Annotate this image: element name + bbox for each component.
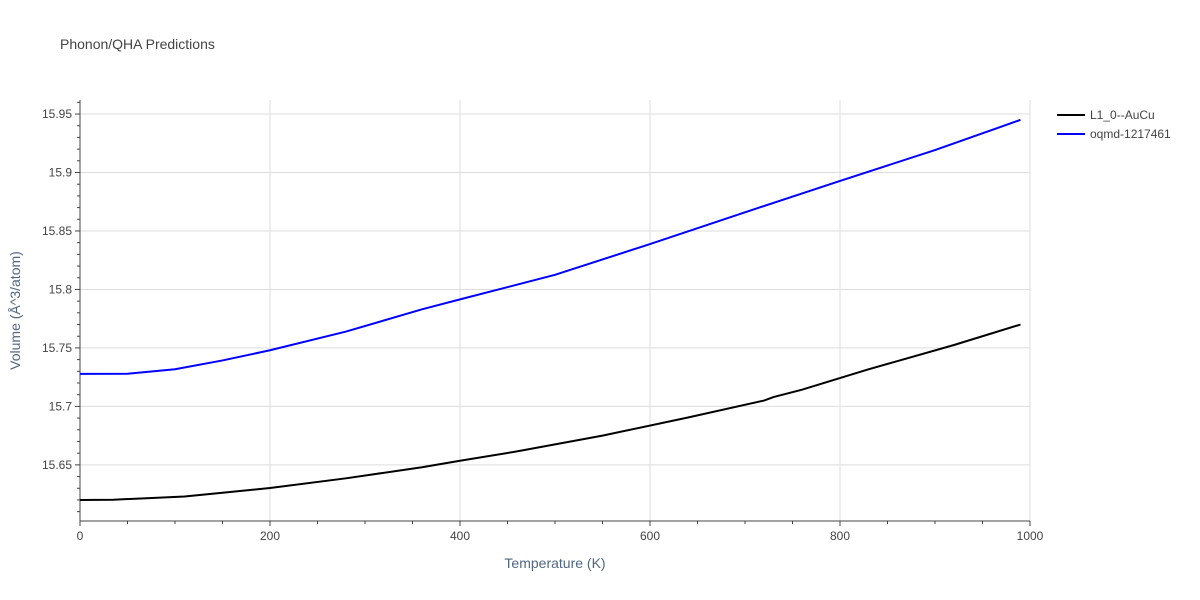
x-tick-label: 0 (77, 529, 84, 543)
y-tick-label: 15.75 (42, 341, 72, 355)
y-tick-label: 15.7 (49, 399, 73, 413)
x-axis-title: Temperature (K) (504, 555, 605, 571)
x-tick-label: 400 (450, 529, 470, 543)
y-tick-label: 15.65 (42, 458, 72, 472)
grid (80, 100, 1031, 521)
y-tick-label: 15.9 (49, 166, 73, 180)
chart-title: Phonon/QHA Predictions (60, 36, 215, 52)
series-line-2[interactable] (79, 118, 1021, 375)
y-tick-label: 15.95 (42, 107, 72, 121)
y-tick-label: 15.8 (49, 282, 73, 296)
axes: 0 200 400 600 800 1000 15.65 15.7 15.75 15.8 15.85… (42, 100, 1044, 543)
y-axis-title: Volume (Å^3/atom) (7, 251, 23, 370)
series-lines (79, 118, 1021, 501)
x-tick-label: 800 (830, 529, 850, 543)
x-tick-label: 600 (640, 529, 660, 543)
legend-label-2[interactable]: oqmd-1217461 (1090, 127, 1171, 141)
y-tick-label: 15.85 (42, 224, 72, 238)
x-tick-label: 1000 (1017, 529, 1044, 543)
legend-label-1[interactable]: L1_0--AuCu (1090, 108, 1155, 122)
series-line-1[interactable] (79, 323, 1021, 501)
legend[interactable]: L1_0--AuCu oqmd-1217461 (1057, 108, 1171, 141)
x-tick-label: 200 (260, 529, 280, 543)
